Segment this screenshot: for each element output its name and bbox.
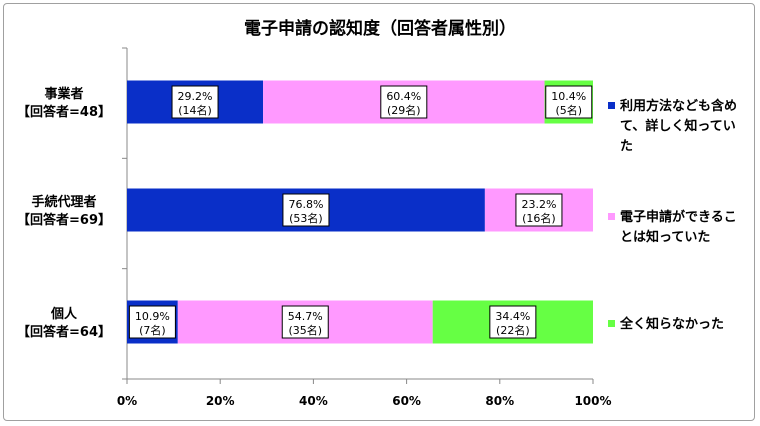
data-label-percent: 76.8% bbox=[288, 198, 323, 211]
data-label-box bbox=[489, 305, 537, 339]
data-label-count: (53名) bbox=[289, 211, 323, 225]
data-label-box bbox=[171, 85, 219, 119]
x-tick-label: 60% bbox=[392, 394, 421, 408]
legend-label: 利用方法なども含め bbox=[620, 98, 737, 114]
plot-area: 0% 20% 40% 60% 80% 100% 事業者【回答者=48】手続代理者【回答者=6… bbox=[17, 47, 612, 408]
chart-frame: 電子申請の認知度（回答者属性別） 0% 20% 40% 60% 80% 100% 事業者【回… bbox=[3, 3, 755, 421]
data-label-box bbox=[380, 85, 428, 119]
data-label-percent: 29.2% bbox=[178, 90, 213, 103]
stacked-bar-chart: 電子申請の認知度（回答者属性別） 0% 20% 40% 60% 80% 100% 事業者【回… bbox=[17, 18, 737, 408]
y-category-label: 手続代理者 bbox=[31, 194, 96, 210]
legend-label: て、詳しく知ってい bbox=[620, 118, 736, 134]
x-tick-label: 100% bbox=[574, 394, 611, 408]
y-category-label: 個人 bbox=[50, 306, 78, 322]
data-label-count: (29名) bbox=[387, 103, 421, 117]
legend-label: た bbox=[620, 139, 633, 154]
data-label-count: (35名) bbox=[288, 323, 322, 337]
data-label-box bbox=[281, 305, 329, 339]
legend-label: 電子申請ができるこ bbox=[620, 209, 737, 225]
data-label-count: (7名) bbox=[139, 323, 166, 337]
data-label-count: (22名) bbox=[496, 323, 530, 337]
data-label-percent: 34.4% bbox=[495, 310, 530, 323]
data-label-box bbox=[128, 305, 176, 339]
x-tick-label: 80% bbox=[485, 394, 514, 408]
y-category-label: 事業者 bbox=[44, 86, 83, 102]
legend-label: 全く知らなかった bbox=[619, 316, 724, 332]
legend-swatch bbox=[608, 213, 615, 220]
data-label-count: (5名) bbox=[555, 103, 582, 117]
data-label-box bbox=[515, 193, 563, 227]
data-label-count: (16名) bbox=[522, 211, 556, 225]
x-tick-label: 40% bbox=[299, 394, 328, 408]
legend-swatch bbox=[608, 102, 615, 109]
x-tick-label: 0% bbox=[117, 394, 137, 408]
legend-swatch bbox=[608, 320, 615, 327]
chart-title: 電子申請の認知度（回答者属性別） bbox=[244, 18, 516, 39]
data-label-percent: 10.4% bbox=[551, 90, 586, 103]
data-label-percent: 23.2% bbox=[521, 198, 556, 211]
y-category-label: 【回答者=64】 bbox=[17, 324, 111, 340]
x-tick-label: 20% bbox=[206, 394, 235, 408]
y-category-label: 【回答者=69】 bbox=[17, 212, 111, 228]
data-label-box bbox=[282, 193, 330, 227]
legend: 利用方法なども含めて、詳しく知っていた電子申請ができることは知っていた全く知らな… bbox=[608, 98, 737, 332]
data-label-count: (14名) bbox=[178, 103, 212, 117]
data-label-percent: 54.7% bbox=[288, 310, 323, 323]
y-category-label: 【回答者=48】 bbox=[17, 104, 111, 120]
data-label-box bbox=[545, 85, 593, 119]
legend-label: とは知っていた bbox=[620, 229, 710, 245]
data-label-percent: 10.9% bbox=[135, 310, 170, 323]
data-label-percent: 60.4% bbox=[386, 90, 421, 103]
